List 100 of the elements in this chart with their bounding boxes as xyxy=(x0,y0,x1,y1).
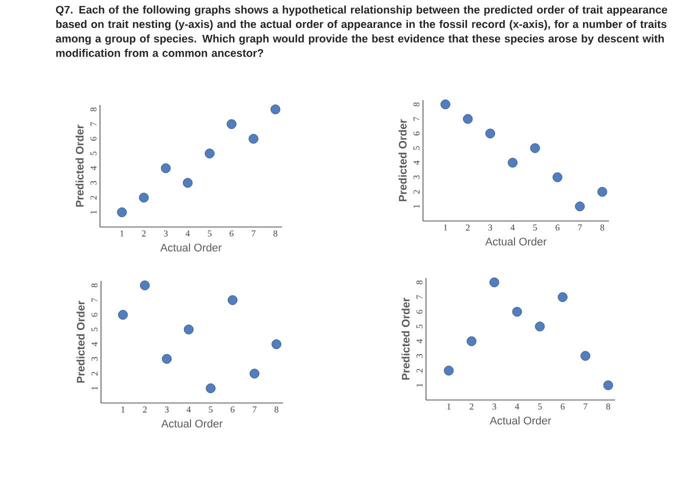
point xyxy=(226,119,236,129)
y-tick-label: 5 xyxy=(90,152,96,156)
point xyxy=(552,172,562,182)
x-axis-title: Actual Order xyxy=(490,416,552,424)
x-tick-label: 5 xyxy=(533,224,537,230)
x-tick-label: 4 xyxy=(510,224,515,230)
y-tick-label: 8 xyxy=(416,280,422,284)
x-tick-label: 2 xyxy=(470,404,474,410)
x-tick-label: 3 xyxy=(164,406,169,413)
point xyxy=(558,292,568,302)
y-tick-label: 1 xyxy=(92,386,98,390)
y-tick-label: 2 xyxy=(92,372,98,376)
point xyxy=(248,134,258,144)
x-tick-label: 1 xyxy=(447,404,450,410)
x-tick-label: 7 xyxy=(252,406,256,412)
y-tick-label: 4 xyxy=(92,342,98,346)
y-tick-label: 6 xyxy=(413,132,420,136)
point xyxy=(272,339,282,350)
y-tick-label: 2 xyxy=(90,196,96,200)
y-tick-label: 7 xyxy=(92,298,98,302)
y-tick-label: 8 xyxy=(90,108,96,112)
point xyxy=(182,178,193,188)
point xyxy=(250,368,260,378)
x-tick-label: 6 xyxy=(230,406,235,413)
x-tick-label: 6 xyxy=(560,404,565,410)
point xyxy=(597,186,608,197)
point xyxy=(206,383,216,394)
point xyxy=(270,104,280,114)
x-tick-label: 8 xyxy=(600,224,604,231)
point xyxy=(580,351,590,361)
y-tick-label: 7 xyxy=(416,295,422,299)
y-tick-label: 6 xyxy=(91,312,98,317)
y-tick-label: 1 xyxy=(414,204,420,208)
y-axis-title: Predicted Order xyxy=(76,124,84,207)
y-tick-label: 5 xyxy=(92,328,98,332)
x-tick-label: 8 xyxy=(606,404,610,410)
point xyxy=(512,306,522,317)
x-axis-title: Actual Order xyxy=(485,237,547,246)
y-tick-label: 5 xyxy=(414,146,420,150)
y-tick-label: 7 xyxy=(414,116,420,121)
x-tick-label: 3 xyxy=(492,404,496,410)
y-tick-label: 8 xyxy=(413,102,420,106)
x-tick-label: 1 xyxy=(121,406,125,412)
x-tick-label: 3 xyxy=(164,230,168,237)
point xyxy=(160,163,171,174)
x-tick-label: 7 xyxy=(584,404,588,410)
x-tick-label: 5 xyxy=(208,230,212,236)
point xyxy=(489,278,500,288)
point xyxy=(440,100,450,110)
y-tick-label: 4 xyxy=(90,166,96,170)
point xyxy=(575,202,585,212)
point xyxy=(485,128,496,138)
point xyxy=(535,322,545,332)
y-tick-label: 6 xyxy=(416,310,422,314)
y-tick-label: 4 xyxy=(414,160,420,165)
x-tick-label: 1 xyxy=(444,224,448,230)
y-axis-title: Predicted Order xyxy=(76,300,85,383)
x-tick-label: 2 xyxy=(143,406,147,412)
point xyxy=(466,336,476,346)
x-tick-label: 3 xyxy=(488,224,492,231)
point xyxy=(444,366,454,376)
point xyxy=(140,280,150,290)
y-tick-label: 3 xyxy=(413,175,420,180)
x-tick-label: 1 xyxy=(120,230,124,236)
point xyxy=(530,143,540,153)
x-axis-title: Actual Order xyxy=(161,419,223,428)
x-tick-label: 8 xyxy=(274,230,278,237)
y-tick-label: 3 xyxy=(90,181,96,185)
x-axis-title: Actual Order xyxy=(160,243,222,252)
y-axis-title: Predicted Order xyxy=(402,298,410,380)
y-tick-label: 3 xyxy=(416,354,422,358)
y-tick-label: 6 xyxy=(90,136,96,141)
point xyxy=(162,354,172,364)
point xyxy=(462,114,473,124)
x-tick-label: 4 xyxy=(186,230,190,236)
point xyxy=(118,310,128,320)
point xyxy=(508,158,518,168)
y-tick-label: 1 xyxy=(416,384,422,387)
y-tick-label: 8 xyxy=(91,284,98,288)
y-tick-label: 1 xyxy=(90,210,96,214)
y-tick-label: 2 xyxy=(416,368,422,372)
x-tick-label: 6 xyxy=(230,230,234,237)
point xyxy=(228,295,238,305)
x-tick-label: 2 xyxy=(142,230,146,236)
y-tick-label: 4 xyxy=(416,339,422,344)
point xyxy=(139,192,149,202)
x-tick-label: 7 xyxy=(252,230,256,236)
x-tick-label: 6 xyxy=(556,224,560,231)
x-tick-label: 5 xyxy=(208,406,213,412)
x-tick-label: 8 xyxy=(274,406,278,413)
x-tick-label: 7 xyxy=(578,224,582,230)
point xyxy=(603,380,614,390)
point xyxy=(117,207,127,218)
point xyxy=(204,148,214,158)
y-tick-label: 3 xyxy=(91,357,98,361)
x-tick-label: 5 xyxy=(538,404,542,410)
point xyxy=(184,324,194,334)
x-tick-label: 2 xyxy=(466,224,470,230)
y-axis-title: Predicted Order xyxy=(398,119,407,202)
y-tick-label: 2 xyxy=(414,190,420,194)
